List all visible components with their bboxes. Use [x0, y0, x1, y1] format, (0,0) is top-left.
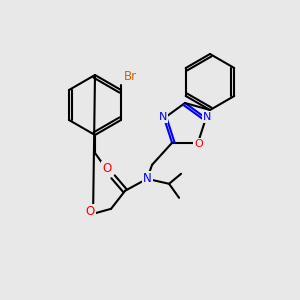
Text: N: N	[143, 172, 152, 185]
Text: O: O	[85, 205, 95, 218]
Text: N: N	[203, 112, 211, 122]
Text: Br: Br	[124, 70, 137, 83]
Text: O: O	[195, 139, 203, 149]
Text: N: N	[159, 112, 167, 122]
Text: O: O	[102, 162, 112, 175]
